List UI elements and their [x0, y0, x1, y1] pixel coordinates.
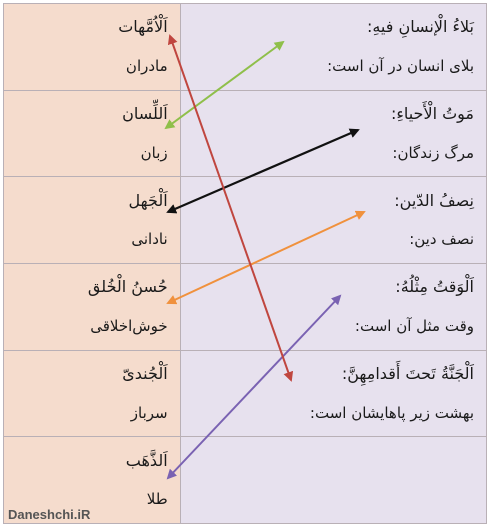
left-word-6: اَلذَّهَب [125, 450, 168, 470]
right-cell-4: اَلْوَقتُ مِثْلُهُ: وقت مثل آن است: [180, 264, 486, 351]
right-cell-6 [181, 437, 486, 523]
right-phrase-5: اَلْجَنَّةُ تَحتَ أَقدامِهِنَّ: [341, 364, 474, 384]
right-phrase-4: اَلْوَقتُ مِثْلُهُ: [395, 277, 474, 297]
right-phrase-2: مَوتُ الْأَحیاءِ: [390, 104, 474, 124]
right-phrase-1: بَلاءُ الْإنسانِ فیهِ: [366, 17, 474, 37]
left-translation-3: نادانی [131, 230, 168, 249]
left-translation-6: طلا [146, 490, 168, 509]
left-word-5: اَلْجُندیّ [122, 364, 168, 384]
left-cell-2: اَللِّسان زبان [4, 91, 180, 178]
left-translation-2: زبان [140, 143, 168, 162]
right-phrase-3: نِصفُ الدّین: [394, 190, 474, 210]
left-cell-5: اَلْجُندیّ سرباز [4, 351, 180, 438]
right-translation-1: بلای انسان در آن است: [327, 56, 474, 75]
left-translation-5: سرباز [130, 403, 168, 422]
right-cell-5: اَلْجَنَّةُ تَحتَ أَقدامِهِنَّ: بهشت زیر… [180, 351, 486, 438]
left-word-4: حُسنُ الْخُلق [87, 277, 168, 297]
watermark: Daneshchi.iR [8, 507, 91, 522]
right-cell-1: بَلاءُ الْإنسانِ فیهِ: بلای انسان در آن … [180, 4, 486, 91]
right-translation-5: بهشت زیر پاهایشان است: [309, 403, 474, 422]
right-column: بَلاءُ الْإنسانِ فیهِ: بلای انسان در آن … [180, 4, 486, 523]
left-column: اَلْاُمَّهات مادران اَللِّسان زبان اَلْج… [4, 4, 181, 523]
right-translation-3: نصف دین: [409, 230, 474, 249]
left-translation-1: مادران [125, 56, 168, 75]
left-word-3: اَلْجَهل [128, 190, 168, 210]
right-cell-2: مَوتُ الْأَحیاءِ: مرگ زندگان: [180, 91, 486, 178]
left-word-2: اَللِّسان [122, 104, 168, 124]
matching-table: اَلْاُمَّهات مادران اَللِّسان زبان اَلْج… [3, 3, 487, 524]
right-cell-3: نِصفُ الدّین: نصف دین: [180, 177, 486, 265]
right-translation-2: مرگ زندگان: [392, 143, 474, 162]
left-cell-1: اَلْاُمَّهات مادران [4, 4, 180, 91]
left-cell-6: اَلذَّهَب طلا [4, 437, 180, 523]
left-cell-3: اَلْجَهل نادانی [4, 177, 180, 265]
left-translation-4: خوش‌اخلاقی [90, 316, 168, 335]
left-word-1: اَلْاُمَّهات [118, 17, 168, 37]
right-translation-4: وقت مثل آن است: [354, 316, 474, 335]
left-cell-4: حُسنُ الْخُلق خوش‌اخلاقی [4, 264, 180, 351]
